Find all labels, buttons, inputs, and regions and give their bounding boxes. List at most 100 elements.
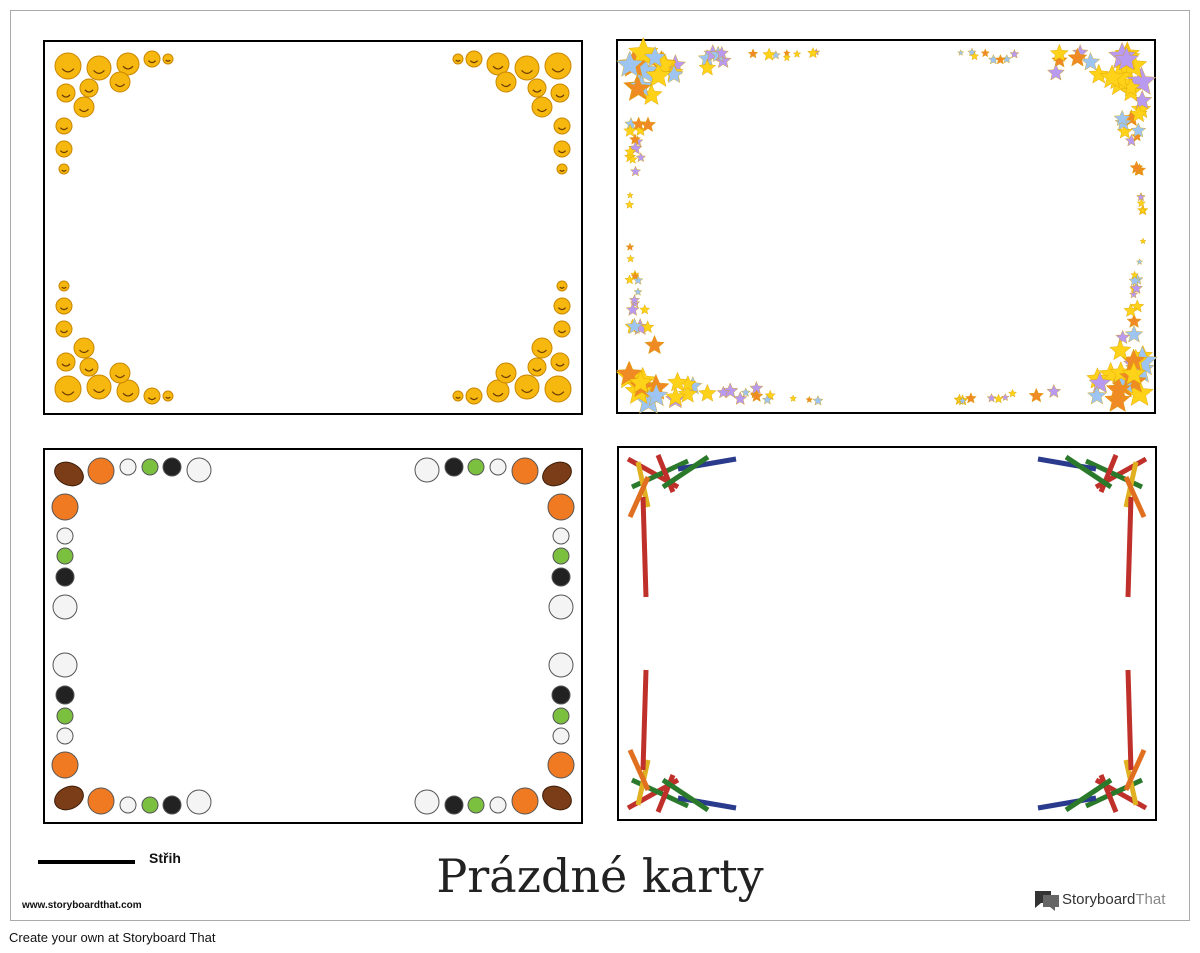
emoji-smile — [115, 83, 125, 88]
cut-label: Střih — [149, 850, 181, 866]
emoji — [109, 71, 131, 93]
star — [807, 47, 819, 59]
star — [993, 393, 1004, 404]
ball — [186, 789, 212, 815]
ball — [467, 458, 485, 476]
star — [626, 254, 635, 263]
ball — [87, 787, 115, 815]
emoji-smile — [84, 89, 94, 93]
ball — [119, 458, 137, 476]
ball — [55, 685, 75, 705]
star — [958, 396, 967, 405]
star — [1130, 122, 1147, 138]
card — [43, 40, 583, 415]
ball — [547, 493, 575, 521]
emoji — [553, 117, 571, 135]
emoji — [486, 52, 510, 76]
ball — [141, 796, 159, 814]
emoji-smile — [559, 286, 565, 289]
card-frame — [43, 448, 583, 824]
emoji — [54, 375, 82, 403]
emoji — [58, 280, 70, 292]
emoji-smile — [557, 150, 567, 154]
emoji — [465, 387, 483, 405]
emoji-smile — [501, 83, 511, 88]
emoji-smile — [557, 330, 567, 334]
star — [631, 116, 646, 131]
ball — [141, 458, 159, 476]
star — [1128, 274, 1141, 287]
ball — [56, 527, 74, 545]
star — [1129, 104, 1148, 123]
star — [1130, 299, 1145, 313]
emoji-smile — [555, 94, 565, 98]
emoji — [527, 78, 547, 98]
emoji — [73, 337, 95, 359]
emoji-smile — [455, 59, 461, 62]
emoji — [54, 52, 82, 80]
star — [1139, 206, 1147, 214]
crayon — [677, 795, 737, 811]
star — [624, 274, 635, 285]
ball — [414, 789, 440, 815]
emoji-smile — [521, 69, 533, 74]
star — [1126, 313, 1142, 328]
star — [782, 53, 791, 62]
emoji — [55, 117, 73, 135]
star — [1104, 386, 1131, 412]
star — [1129, 289, 1139, 299]
crayon — [1123, 475, 1147, 519]
ball — [56, 727, 74, 745]
emoji — [116, 52, 140, 76]
star — [792, 49, 802, 58]
emoji — [452, 53, 464, 65]
ball — [489, 796, 507, 814]
emoji — [162, 53, 174, 65]
ball — [552, 527, 570, 545]
star — [623, 123, 637, 137]
emoji-smile — [551, 68, 565, 73]
emoji-smile — [147, 60, 157, 64]
star — [1115, 329, 1131, 344]
star — [1136, 192, 1146, 202]
crayon — [640, 669, 649, 771]
star — [986, 393, 997, 403]
ball — [552, 547, 570, 565]
star — [624, 145, 637, 157]
ball — [56, 707, 74, 725]
emoji-smile — [551, 391, 565, 396]
crayon — [1037, 795, 1097, 811]
emoji — [544, 375, 572, 403]
emoji-smile — [165, 59, 171, 62]
star — [1051, 51, 1068, 68]
crayon — [661, 454, 710, 490]
star — [640, 320, 655, 334]
emoji-smile — [61, 94, 71, 98]
emoji-smile — [501, 374, 511, 379]
star — [616, 50, 644, 77]
star — [1028, 387, 1044, 403]
emoji — [86, 55, 112, 81]
star — [633, 287, 643, 296]
star — [627, 154, 638, 164]
star — [733, 391, 748, 405]
ball — [55, 567, 75, 587]
star — [747, 48, 759, 59]
ball — [551, 685, 571, 705]
emoji — [162, 390, 174, 402]
star — [1080, 51, 1101, 71]
emoji — [452, 390, 464, 402]
star — [1129, 160, 1144, 174]
emoji — [55, 320, 73, 338]
ball — [162, 795, 182, 815]
emoji-smile — [61, 68, 75, 73]
emoji-smile — [165, 396, 171, 399]
crayon — [1064, 454, 1113, 490]
star — [628, 370, 653, 394]
star — [1113, 109, 1131, 127]
star — [1139, 237, 1147, 245]
ball — [511, 787, 539, 815]
star — [1129, 281, 1144, 295]
emoji-smile — [537, 108, 547, 113]
